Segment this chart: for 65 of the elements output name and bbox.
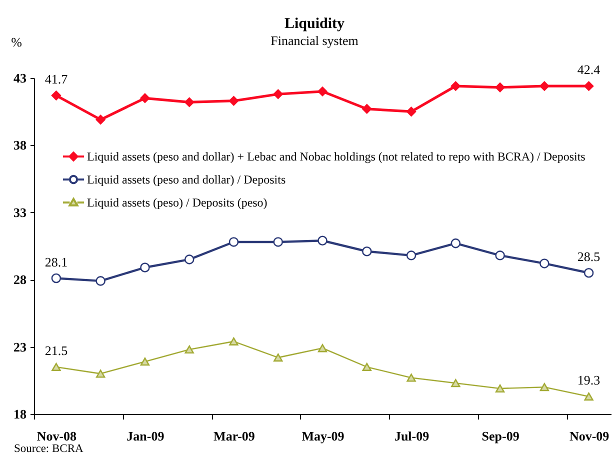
x-tick-label: Nov-09 <box>569 428 610 444</box>
point <box>406 106 416 116</box>
data-label: 19.3 <box>577 372 600 388</box>
legend-label: Liquid assets (peso and dollar) / Deposits <box>87 172 286 186</box>
point <box>495 250 505 260</box>
point <box>406 250 416 260</box>
point <box>51 90 62 100</box>
point <box>274 353 283 362</box>
point <box>229 337 238 346</box>
data-label: 28.5 <box>577 248 600 264</box>
point <box>540 81 550 91</box>
y-tick-label: 43 <box>14 70 27 86</box>
chart-title: Liquidity <box>284 16 346 32</box>
point <box>318 86 328 96</box>
legend-label: Liquid assets (peso) / Deposits (peso) <box>87 196 268 210</box>
point <box>362 246 372 256</box>
y-tick-label: 23 <box>14 339 27 354</box>
point <box>96 370 106 378</box>
data-label: 21.5 <box>44 342 68 358</box>
point <box>228 237 239 247</box>
point <box>96 114 106 124</box>
y-tick-label: 28 <box>14 272 27 288</box>
legend-label: Liquid assets (peso and dollar) + Lebac and Nobac holdings (not related to repo with BCRA) / Deposits <box>87 150 586 164</box>
point <box>495 82 505 92</box>
point <box>318 236 328 246</box>
x-tick-label: Jan-09 <box>126 428 165 444</box>
point <box>540 383 550 392</box>
point <box>540 258 550 268</box>
source-note: Source: BCRA <box>14 443 84 455</box>
point <box>228 96 239 106</box>
point <box>184 97 194 108</box>
y-tick-label: 38 <box>14 138 27 153</box>
point <box>273 89 283 99</box>
point <box>184 254 194 264</box>
x-tick-label: Mar-09 <box>214 428 256 444</box>
point <box>450 238 461 248</box>
point <box>450 81 460 91</box>
point <box>273 237 284 247</box>
point <box>184 345 194 354</box>
x-tick-label: May-09 <box>302 428 345 444</box>
point <box>451 379 460 388</box>
point <box>140 93 150 103</box>
point <box>584 268 594 278</box>
point <box>52 362 61 372</box>
y-axis-title: % <box>11 34 22 50</box>
point <box>362 104 372 114</box>
point <box>495 384 505 393</box>
point <box>140 262 150 272</box>
point <box>318 344 328 352</box>
y-tick-label: 33 <box>14 204 27 220</box>
data-label: 42.4 <box>577 62 601 78</box>
point <box>584 392 594 401</box>
point <box>362 362 372 372</box>
y-tick-label: 18 <box>14 406 27 422</box>
data-label: 28.1 <box>44 254 68 270</box>
point <box>51 273 62 284</box>
data-label: 41.7 <box>44 71 68 86</box>
point <box>584 81 594 91</box>
point <box>406 374 416 382</box>
x-tick-label: Nov-08 <box>36 428 78 444</box>
point <box>96 276 106 286</box>
point <box>140 358 150 366</box>
chart-subtitle: Financial system <box>270 33 358 48</box>
x-tick-label: Jul-09 <box>394 428 430 444</box>
x-tick-label: Sep-09 <box>482 428 520 444</box>
